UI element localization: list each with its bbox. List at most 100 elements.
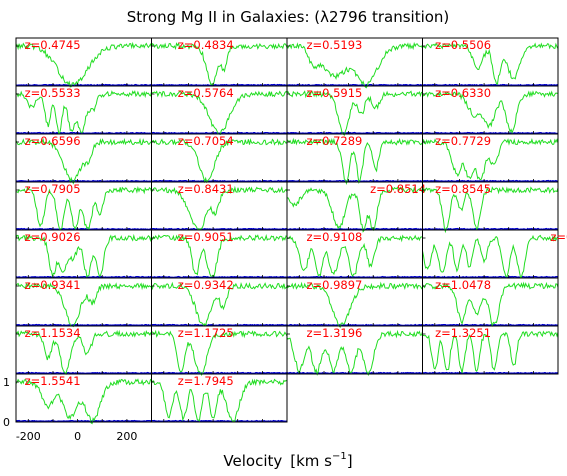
flux-spectrum [422,42,559,85]
panel: z=0.9897 [286,277,423,329]
error-spectrum [151,323,288,327]
flux-spectrum [15,89,152,135]
error-spectrum [286,179,423,183]
panel: z=0.7289 [286,133,423,186]
redshift-label: z=1.1534 [25,326,81,340]
redshift-label: z=0.8514 [370,182,426,196]
error-spectrum [422,275,559,279]
panel: z=0.9026 [15,229,152,279]
redshift-label: z=0.4834 [178,38,234,52]
y-tick-label: 1 [3,376,10,389]
error-spectrum [16,131,152,135]
panel: z=0.9341 [15,277,152,328]
redshift-label: z=0.9897 [306,278,362,292]
flux-spectrum [15,282,152,328]
panel: z=1.3196 [286,325,423,377]
panel: z=0.4745 [15,37,152,88]
panel: z=0.5915 [286,85,423,137]
error-spectrum [15,179,152,183]
panel: z=1.0478 [422,277,559,328]
panel: z=0.7905 [15,181,152,231]
redshift-label: z=1.5541 [25,374,81,388]
redshift-label: z=1.1725 [178,326,234,340]
panel: z=0.5193 [286,37,423,89]
panel: z=0.8431 [151,181,288,231]
error-spectrum [422,131,559,135]
error-spectrum [286,227,423,231]
redshift-label: z=0.9341 [25,278,81,292]
x-axis-label: Velocity [km s−1] [223,451,352,470]
flux-spectrum [151,233,288,277]
flux-spectrum [286,186,423,233]
error-spectrum [151,275,288,279]
error-spectrum [151,227,288,231]
error-spectrum [286,131,423,135]
panel: z=0.8514 [286,181,426,233]
flux-spectrum [422,281,559,328]
redshift-label: z=0.6596 [25,134,81,148]
flux-spectrum [286,41,423,89]
redshift-label: z=0.5915 [306,86,362,100]
panel: z=0.6330 [422,85,559,135]
redshift-label: z=0.7905 [25,182,81,196]
error-spectrum [151,419,288,423]
panel: z=1.3251 [422,325,559,375]
flux-spectrum [422,138,559,181]
redshift-label: z=0.7729 [435,134,491,148]
panel: z=0.7729 [422,133,559,183]
x-tick-label: 0 [74,430,81,443]
y-tick-label: 0 [3,416,10,429]
x-axis-label-unit-sup: −1 [332,451,347,462]
flux-spectrum [286,281,423,329]
panel: z=0.9108 [286,229,423,279]
flux-spectrum [286,90,423,137]
error-spectrum [422,83,559,87]
axis-tick-labels: -200 0 200 0 1 [3,376,137,443]
flux-spectrum [15,137,152,185]
redshift-label: z=1.3196 [306,326,362,340]
flux-spectrum [422,234,559,278]
panel: z=0.4834 [151,37,288,87]
panel-frame [151,373,288,423]
flux-spectrum [286,329,423,377]
error-spectrum [151,371,288,375]
flux-spectrum [151,378,288,422]
redshift-label: z=0.9051 [178,230,234,244]
error-spectrum [15,83,152,87]
flux-spectrum [286,137,423,186]
redshift-label: z=1.0478 [435,278,491,292]
redshift-label: z=1.3251 [435,326,491,340]
x-tick-label: -200 [16,430,41,443]
flux-spectrum [151,137,288,184]
redshift-label: z=0.5506 [435,38,491,52]
panel: z=0.9051 [151,229,288,279]
x-axis-label-main: Velocity [223,452,282,470]
error-spectrum [287,275,423,279]
flux-spectrum [15,233,152,278]
flux-spectrum [15,185,152,231]
redshift-label: z=0.9342 [178,278,234,292]
flux-spectrum [286,234,423,277]
error-spectrum [286,83,423,87]
flux-spectrum [151,281,288,327]
x-axis-label-unit-open: [km s [290,452,332,470]
redshift-label: z=1.7945 [178,374,234,388]
redshift-label: z=0.4745 [25,38,81,52]
error-spectrum [15,275,152,279]
panel: z=1.1534 [15,325,152,376]
redshift-label: z=0.8431 [178,182,234,196]
panel-frame [422,325,559,375]
error-spectrum [422,179,559,183]
flux-spectrum [151,329,288,376]
redshift-label: z=0.6330 [435,86,491,100]
error-spectrum [15,419,152,423]
redshift-label: z=0.7054 [178,134,234,148]
panel: z=0.5764 [151,85,288,136]
error-spectrum [15,323,152,327]
error-spectrum [151,83,288,87]
redshift-label: z=0.7289 [306,134,362,148]
panel: z=0.6596 [15,133,152,185]
panel: z=1.5541 [15,373,152,425]
error-spectrum [151,131,288,135]
redshift-label: z=0.9026 [25,230,81,244]
